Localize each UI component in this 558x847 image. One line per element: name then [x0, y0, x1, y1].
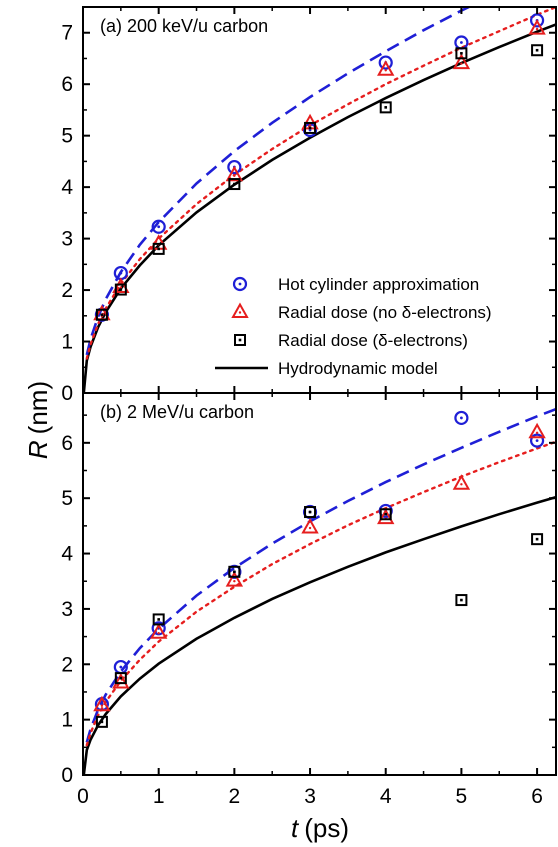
- data-point-circle: [454, 410, 469, 426]
- legend-label-hydrodynamic: Hydrodynamic model: [278, 359, 438, 378]
- x-tick-label: 2: [229, 785, 241, 808]
- data-point-square: [379, 101, 392, 114]
- x-tick-label: 4: [380, 785, 392, 808]
- panel-b: 0 1 2 3 4 5 6 0 1 2 3 4 5 6 (b) 2 MeV/u carbon: [61, 392, 557, 808]
- data-point-triangle: [149, 623, 168, 639]
- data-point-circle: [151, 219, 166, 234]
- data-point-triangle: [452, 474, 471, 490]
- x-axis-title: t (ps): [291, 813, 349, 843]
- legend-item-radial-delta: Radial dose (δ-electrons): [234, 331, 468, 350]
- series-line-dotted: [85, 440, 556, 747]
- legend-marker-square: [234, 334, 246, 346]
- legend-item-hydrodynamic: Hydrodynamic model: [215, 359, 438, 378]
- x-tick-label: 5: [456, 785, 468, 808]
- x-tick-label: 0: [77, 785, 89, 808]
- y-tick-label: 4: [61, 176, 73, 199]
- data-point-triangle: [528, 19, 546, 35]
- panel-label: (b) 2 MeV/u carbon: [100, 402, 254, 422]
- data-point-square: [152, 242, 165, 255]
- data-point-square: [304, 506, 317, 519]
- y-tick-label: 6: [61, 73, 73, 96]
- data-point-square: [455, 594, 468, 607]
- data-point-triangle: [377, 60, 395, 76]
- y-tick-label: 1: [61, 709, 73, 732]
- data-point-circle: [454, 35, 469, 50]
- data-point-square: [304, 121, 317, 134]
- legend-label-radial-no-delta: Radial dose (no δ-electrons): [278, 303, 492, 322]
- legend-marker-triangle: [231, 302, 249, 318]
- legend-marker-triangle: [231, 302, 249, 318]
- legend: Hot cylinder approximation Radial dose (…: [215, 275, 492, 378]
- series-line-solid: [83, 495, 556, 775]
- y-tick-label: 6: [61, 432, 73, 455]
- y-tick-label: 2: [61, 279, 73, 302]
- y-tick-label: 1: [61, 331, 73, 354]
- data-point-square: [95, 308, 108, 321]
- data-point-square: [531, 44, 544, 57]
- legend-item-radial-no-delta: Radial dose (no δ-electrons): [231, 302, 492, 322]
- y-tick-label: 3: [61, 228, 73, 251]
- panel-a: 0 1 2 3 4 5 6 7 (a) 200 keV/u carbon: [61, 6, 557, 405]
- data-point-square: [228, 565, 241, 578]
- legend-marker-square: [234, 334, 246, 346]
- data-point-triangle: [528, 422, 546, 439]
- data-point-triangle: [225, 571, 244, 587]
- legend-marker-circle: [232, 276, 248, 292]
- data-point-triangle: [112, 277, 130, 293]
- data-point-circle: [113, 265, 128, 281]
- data-point-square: [114, 672, 127, 685]
- data-point-square: [228, 178, 241, 191]
- y-tick-label: 5: [61, 125, 73, 148]
- plot-frame: [82, 392, 557, 776]
- y-tick-label: 4: [61, 543, 73, 566]
- x-axis-unit: (ps): [304, 813, 349, 843]
- legend-label-radial-delta: Radial dose (δ-electrons): [278, 331, 468, 350]
- y-tick-label: 0: [61, 382, 73, 405]
- data-point-square: [379, 508, 392, 521]
- x-tick-label: 6: [531, 785, 543, 808]
- data-point-square: [455, 47, 468, 60]
- series-line-dashed: [85, 407, 556, 743]
- x-tick-label: 1: [153, 785, 165, 808]
- data-point-triangle: [93, 695, 111, 712]
- y-tick-label: 3: [61, 598, 73, 621]
- y-tick-label: 0: [61, 764, 73, 787]
- panel-label: (a) 200 keV/u carbon: [100, 16, 268, 36]
- data-point-square: [531, 533, 544, 546]
- y-tick-label: 2: [61, 653, 73, 676]
- y-axis-symbol: R: [23, 440, 53, 459]
- y-tick-label: 5: [61, 487, 73, 510]
- y-axis-unit: (nm): [23, 381, 53, 434]
- x-tick-label: 3: [304, 785, 316, 808]
- y-axis-title: R (nm): [23, 381, 53, 459]
- y-tick-label: 7: [61, 22, 73, 45]
- legend-label-hot-cylinder: Hot cylinder approximation: [278, 275, 479, 294]
- data-point-square: [114, 283, 127, 296]
- data-point-circle: [529, 433, 545, 448]
- legend-item-hot-cylinder: Hot cylinder approximation: [232, 275, 479, 294]
- series-line-dotted: [85, 7, 556, 360]
- data-point-square: [95, 715, 108, 728]
- legend-marker-circle: [232, 276, 248, 292]
- data-point-triangle: [452, 53, 471, 70]
- data-point-triangle: [225, 165, 244, 182]
- data-point-triangle: [301, 517, 319, 534]
- data-point-square: [152, 613, 165, 626]
- x-axis-symbol: t: [291, 813, 300, 843]
